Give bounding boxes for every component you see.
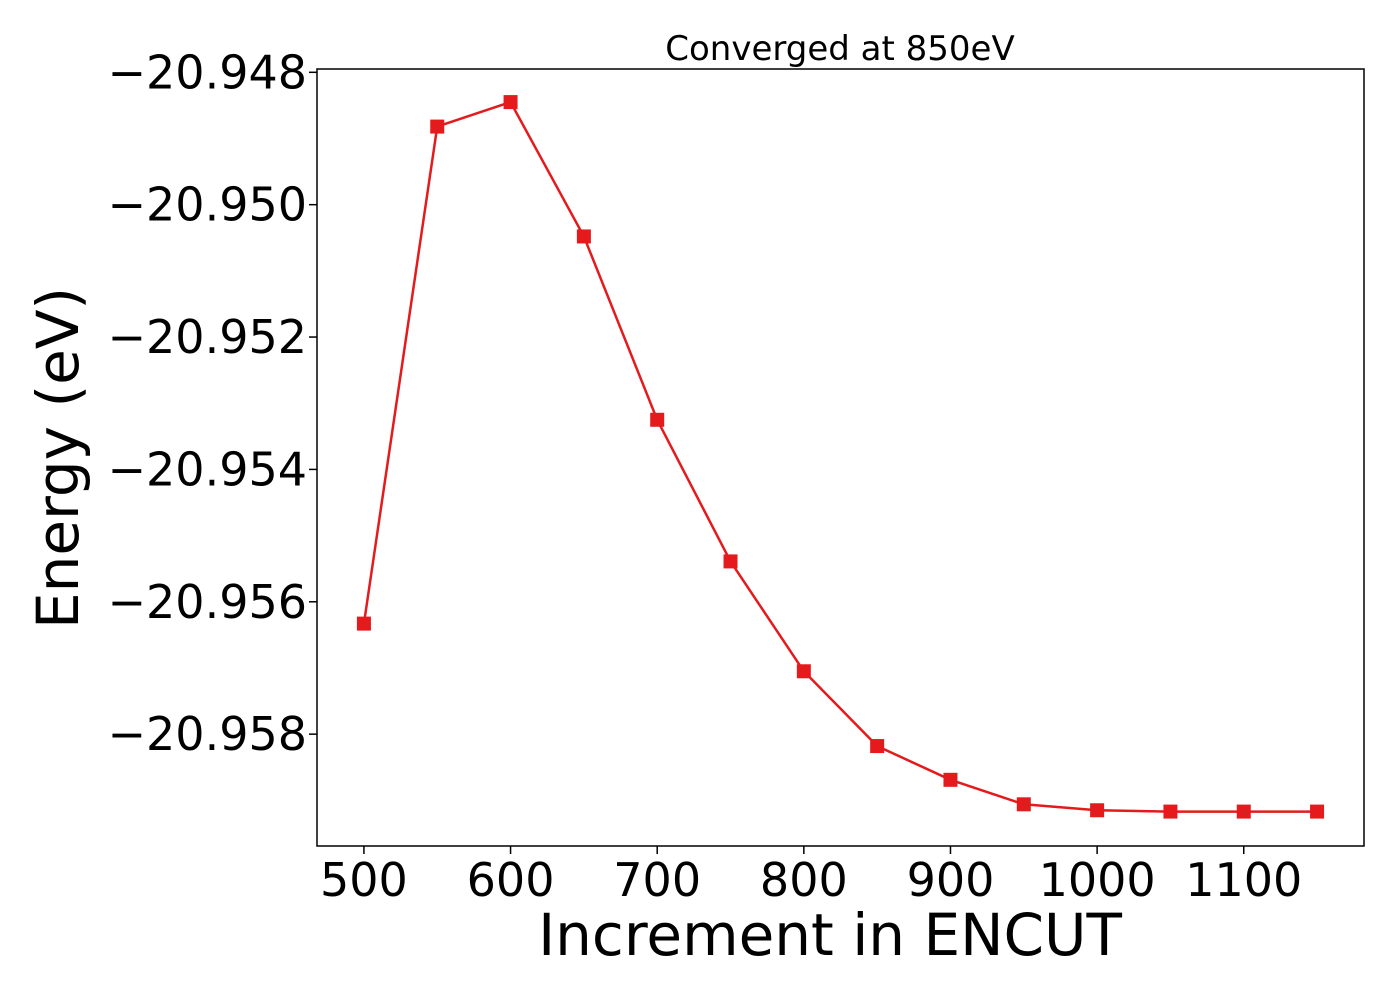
y-tick-label: −20.950 (108, 178, 308, 232)
series-layer (356, 95, 1325, 819)
data-point-marker (1090, 803, 1105, 818)
y-axis-title: Energy (eV) (24, 287, 92, 629)
data-point-marker (650, 412, 665, 427)
data-point-marker (870, 739, 885, 754)
y-tick-label: −20.958 (108, 707, 308, 761)
x-tick-label: 1100 (1185, 853, 1302, 907)
series-line (362, 100, 1318, 813)
x-axis-ticks: 500 600 700 800 900 1000 1100 (320, 846, 1302, 907)
data-point-marker (576, 229, 591, 244)
data-point-marker (1016, 797, 1031, 812)
data-point-marker (356, 616, 371, 631)
data-point-marker (1310, 804, 1325, 819)
data-point-marker (430, 119, 445, 134)
chart-title: Converged at 850eV (665, 29, 1014, 69)
data-point-marker (943, 772, 958, 787)
y-tick-label: −20.956 (108, 575, 308, 629)
data-point-marker (1236, 804, 1251, 819)
y-axis-ticks: −20.948 −20.950 −20.952 −20.954 −20.956 −20.9… (108, 45, 317, 761)
y-tick-label: −20.954 (108, 442, 308, 496)
y-tick-label: −20.948 (108, 45, 308, 99)
x-tick-label: 600 (467, 853, 555, 907)
x-tick-label: 700 (613, 853, 701, 907)
y-tick-label: −20.952 (108, 310, 308, 364)
data-point-marker (796, 664, 811, 679)
x-tick-label: 900 (907, 853, 995, 907)
data-point-marker (1163, 804, 1178, 819)
plot-area-frame (316, 68, 1365, 847)
x-axis-title: Increment in ENCUT (538, 901, 1122, 969)
x-tick-label: 1000 (1039, 853, 1156, 907)
x-tick-label: 800 (760, 853, 848, 907)
data-point-marker (503, 95, 518, 110)
data-point-marker (723, 554, 738, 569)
x-tick-label: 500 (320, 853, 408, 907)
